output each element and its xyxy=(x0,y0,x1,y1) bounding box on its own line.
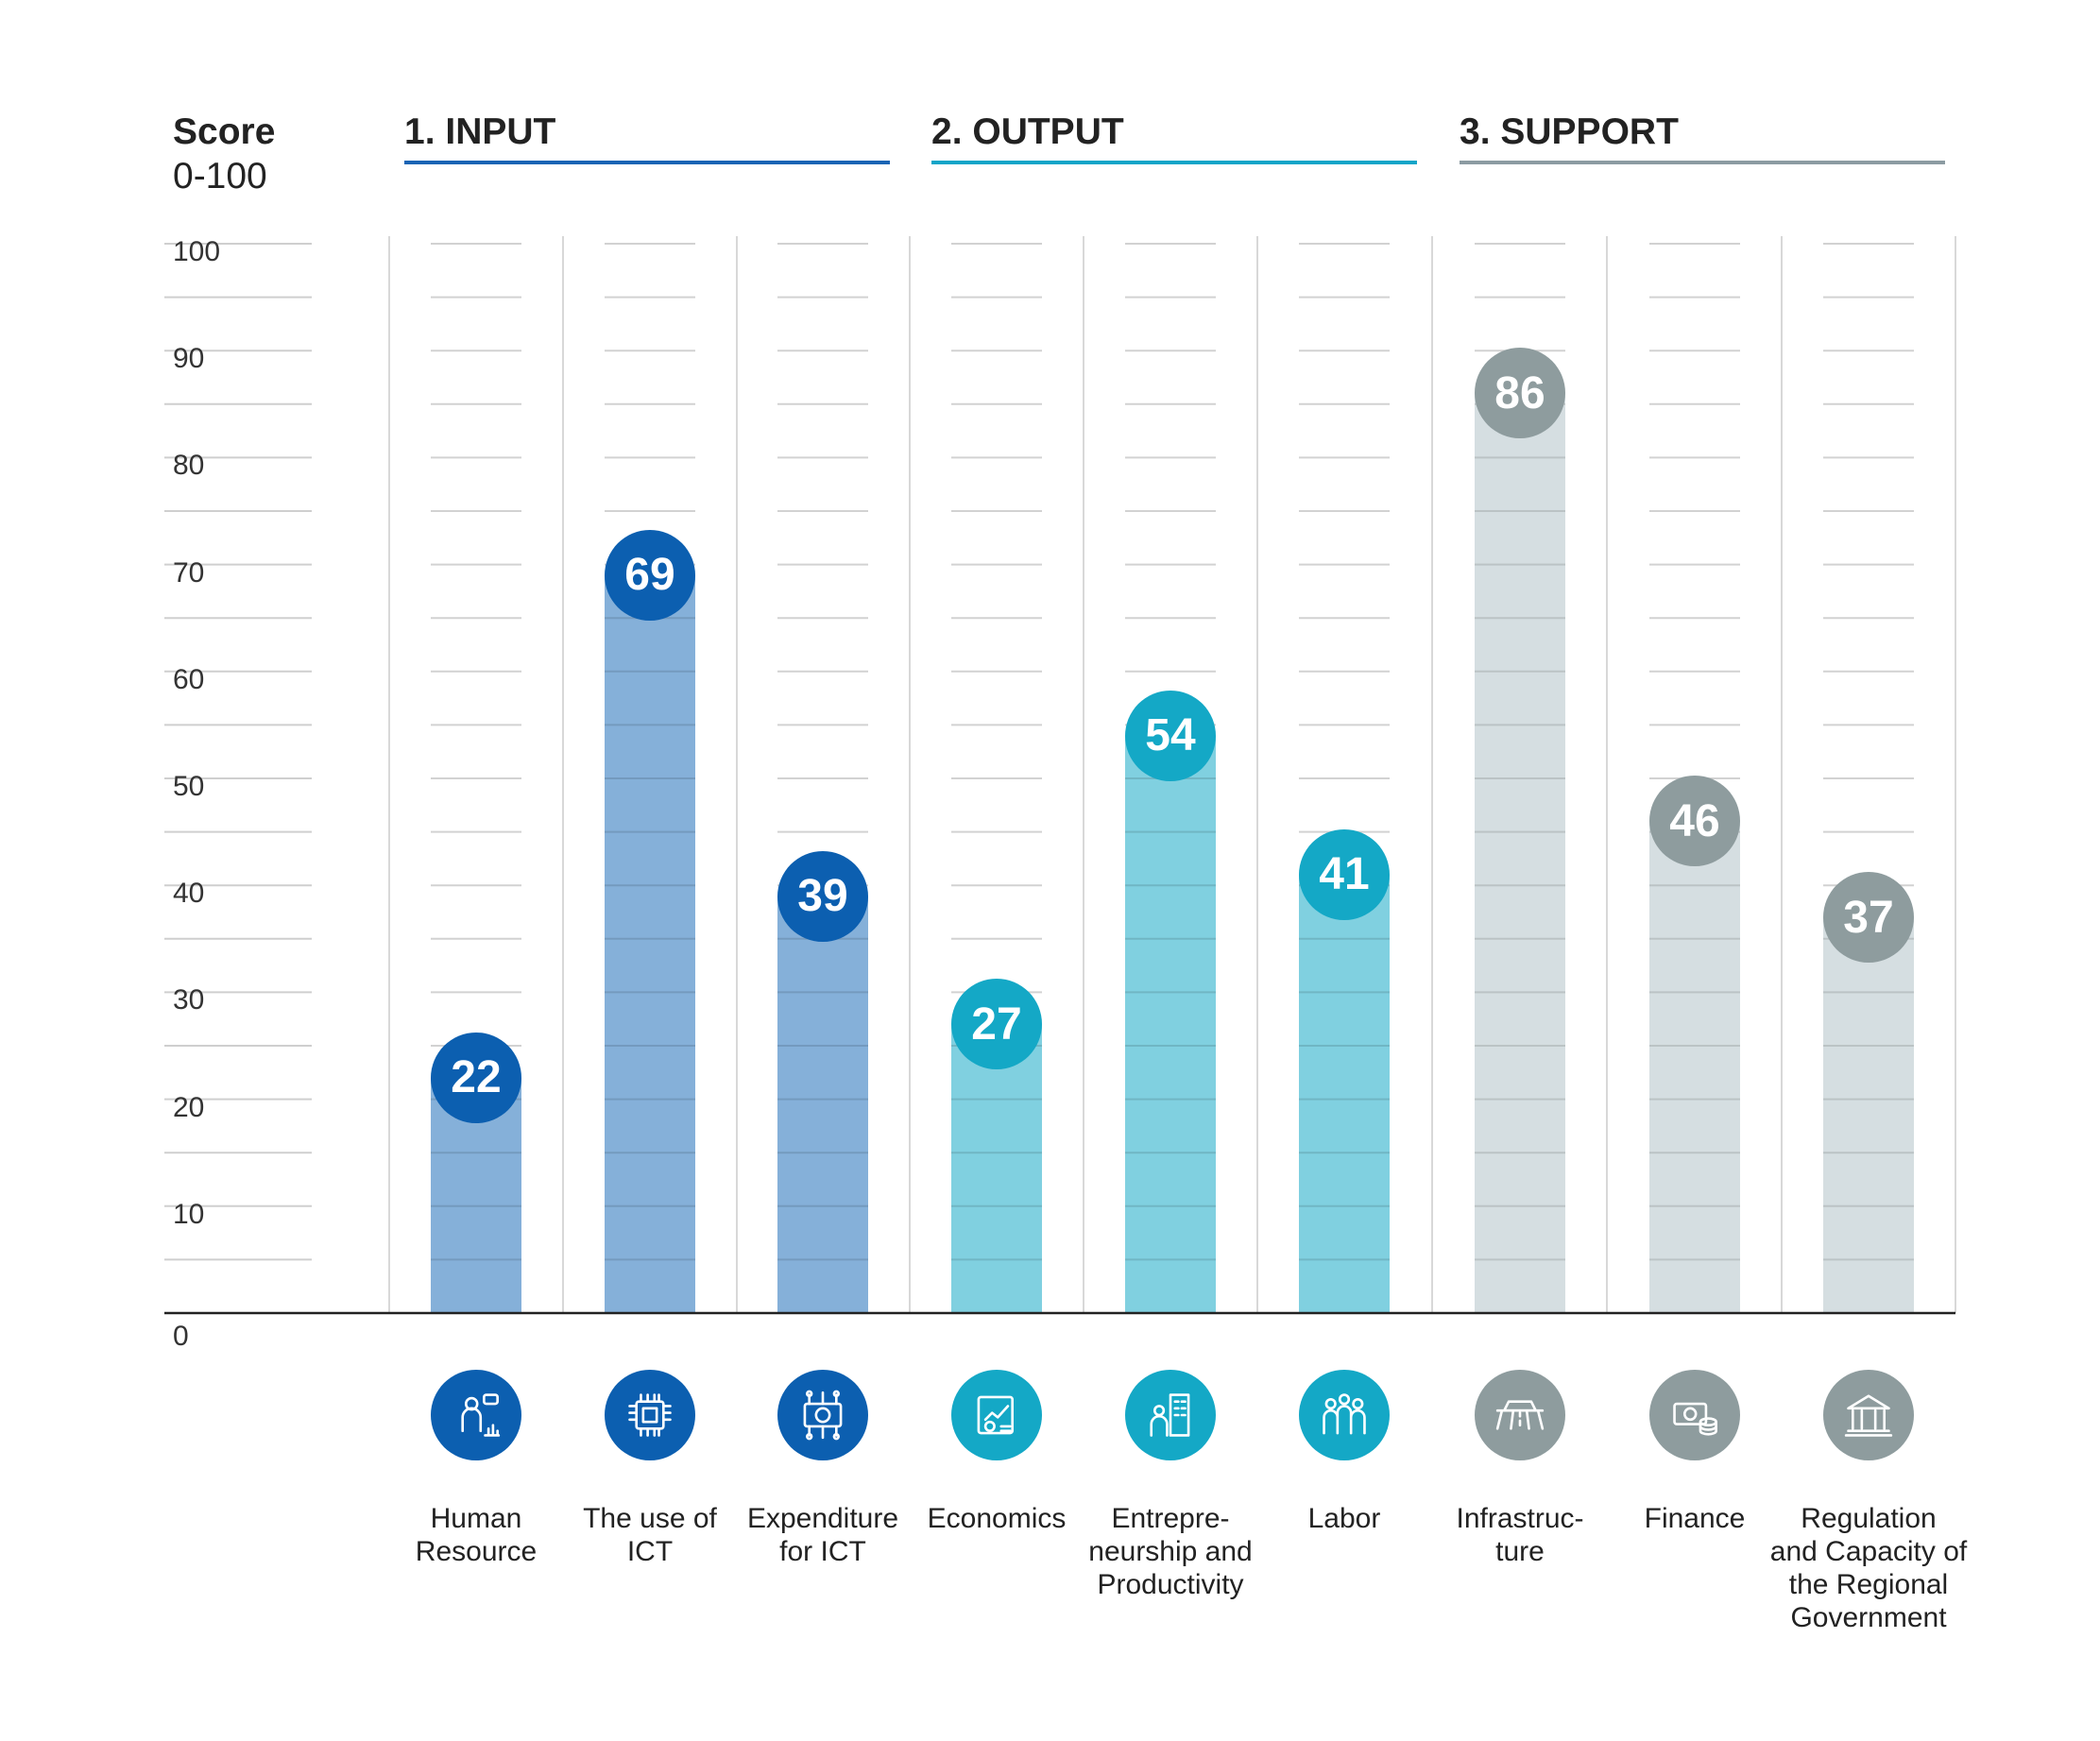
bar xyxy=(1299,874,1390,1313)
group-underline-input xyxy=(404,161,890,164)
y-tick-label: 40 xyxy=(173,878,205,910)
y-tick-label: 80 xyxy=(173,450,205,482)
y-tick-label: 100 xyxy=(173,236,221,267)
category-label: Economics xyxy=(927,1503,1067,1534)
category-label: Regulation and Capacity of the Regional … xyxy=(1769,1503,1968,1633)
category-label: Infrastruc- ture xyxy=(1456,1503,1584,1567)
value-label: 54 xyxy=(1125,690,1216,781)
category-label: The use of ICT xyxy=(583,1503,717,1567)
y-tick-label: 90 xyxy=(173,343,205,375)
category-label: Expenditure for ICT xyxy=(746,1503,899,1567)
y-tick-label: 60 xyxy=(173,663,205,695)
category-label: Finance xyxy=(1644,1503,1746,1534)
group-underline-support xyxy=(1460,161,1945,164)
money-coins-icon xyxy=(1649,1370,1740,1460)
y-tick-label: 50 xyxy=(173,771,205,802)
government-building-icon xyxy=(1823,1370,1914,1460)
value-label: 86 xyxy=(1475,348,1565,439)
chip-icon xyxy=(605,1370,695,1460)
economics-chart-icon xyxy=(951,1370,1042,1460)
category-label: Entrepre- neurship and Productivity xyxy=(1088,1503,1253,1600)
y-tick-label: 70 xyxy=(173,556,205,589)
category-label: Labor xyxy=(1307,1503,1381,1534)
y-tick-label: 0 xyxy=(173,1321,189,1352)
bar xyxy=(1475,393,1565,1314)
human-resource-icon xyxy=(431,1370,521,1460)
bar xyxy=(777,896,868,1313)
money-circuit-icon xyxy=(777,1370,868,1460)
value-label: 39 xyxy=(777,850,868,942)
y-tick-label: 10 xyxy=(173,1198,205,1230)
y-axis-range: 0-100 xyxy=(173,156,267,196)
bar xyxy=(951,1024,1042,1313)
group-title-input: 1. INPUT xyxy=(404,111,556,152)
bar xyxy=(605,574,695,1313)
category-label: Human Resource xyxy=(415,1503,538,1567)
bar xyxy=(1649,821,1740,1313)
value-label: 27 xyxy=(951,979,1042,1070)
y-tick-label: 30 xyxy=(173,984,205,1016)
value-label: 69 xyxy=(605,529,695,621)
bar xyxy=(1823,917,1914,1313)
y-tick-label: 20 xyxy=(173,1091,205,1123)
value-label: 22 xyxy=(431,1032,521,1123)
value-label: 46 xyxy=(1649,776,1740,867)
labor-people-icon xyxy=(1299,1370,1390,1460)
value-label: 37 xyxy=(1823,872,1914,964)
group-underline-output xyxy=(931,161,1417,164)
entrepreneur-building-icon xyxy=(1125,1370,1216,1460)
group-title-support: 3. SUPPORT xyxy=(1460,111,1679,152)
y-axis-title: Score xyxy=(173,111,276,152)
road-icon xyxy=(1475,1370,1565,1460)
group-title-output: 2. OUTPUT xyxy=(931,111,1124,152)
bar xyxy=(1125,735,1216,1313)
value-label: 41 xyxy=(1299,828,1390,920)
